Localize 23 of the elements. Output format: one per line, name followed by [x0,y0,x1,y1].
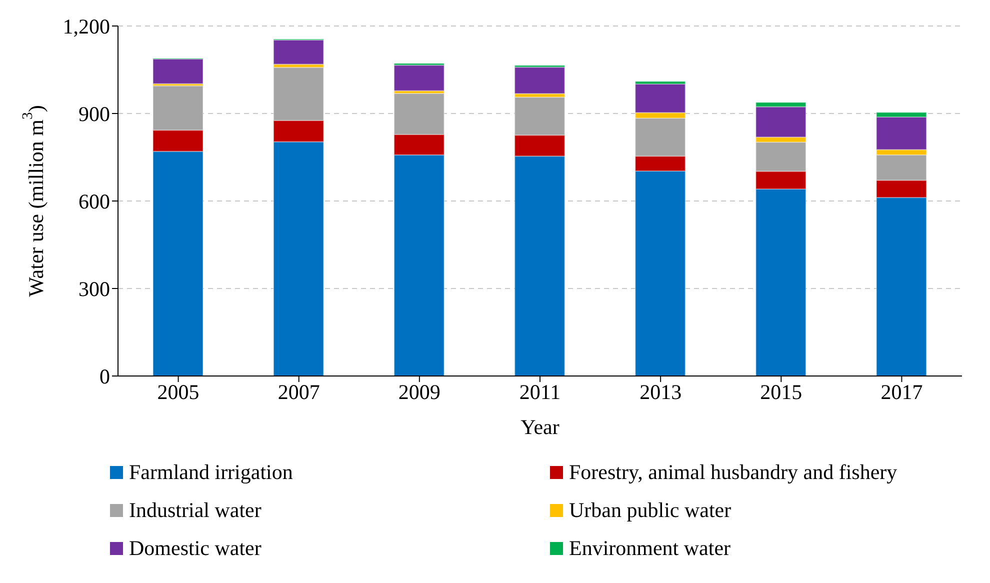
x-tick-label: 2011 [519,380,561,404]
legend-label: Forestry, animal husbandry and fishery [569,460,898,484]
legend-label: Domestic water [129,536,262,560]
x-tick-label: 2007 [278,380,320,404]
legend-label: Farmland irrigation [129,460,293,484]
bar [394,64,445,92]
legend-label: Industrial water [129,498,262,522]
x-tick-label: 2013 [640,380,682,404]
y-tick-label: 1,200 [62,14,110,38]
bar [273,40,324,65]
y-tick-label: 900 [78,102,110,126]
y-tick-label: 600 [78,189,110,214]
legend-label: Urban public water [569,498,732,522]
y-tick-label: 0 [100,364,110,388]
x-axis-title: Year [520,415,560,439]
bar [514,66,566,94]
x-tick-label: 2017 [880,380,923,404]
x-tick-label: 2009 [398,380,440,404]
bar [152,58,204,84]
x-tick-label: 2005 [157,380,200,404]
y-tick-label: 300 [78,276,110,301]
x-tick-label: 2015 [760,380,802,404]
legend-label: Environment water [569,536,731,560]
